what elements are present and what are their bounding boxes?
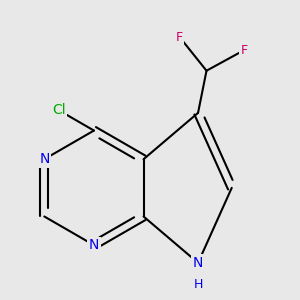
Text: F: F — [176, 31, 183, 44]
Text: F: F — [241, 44, 248, 57]
Text: H: H — [194, 278, 203, 291]
Text: Cl: Cl — [52, 103, 66, 118]
Text: N: N — [39, 152, 50, 166]
Text: N: N — [89, 238, 99, 252]
Text: N: N — [193, 256, 203, 270]
